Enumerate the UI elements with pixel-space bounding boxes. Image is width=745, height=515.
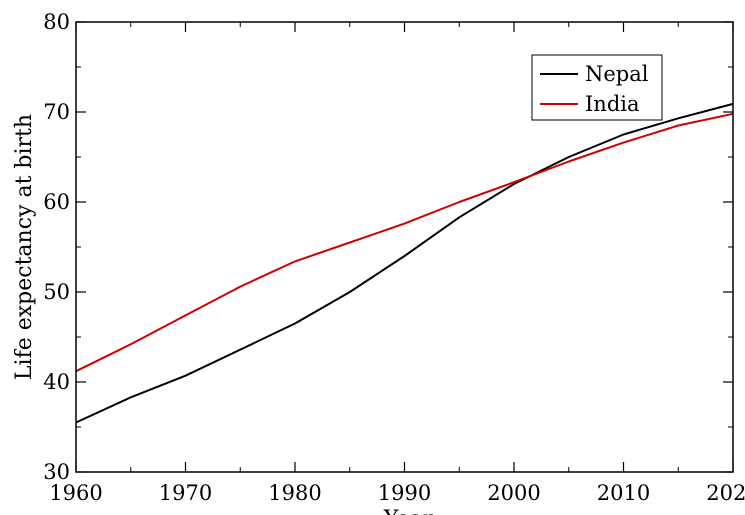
legend-entry-nepal: Nepal (585, 62, 649, 86)
series-lines (75, 102, 734, 424)
y-axis-label: Life expectancy at birth (12, 114, 37, 380)
series-line-nepal (75, 102, 734, 424)
y-tick-label: 80 (43, 10, 70, 34)
tick-labels: 1960 1970 1980 1990 2000 2010 2020 30 40 50 60 70 80 (43, 10, 745, 505)
y-tick-label: 30 (43, 460, 70, 484)
x-tick-label: 1960 (49, 481, 102, 505)
x-tick-label: 2000 (487, 481, 540, 505)
plot-frame (75, 21, 734, 473)
x-tick-label: 1990 (378, 481, 431, 505)
y-tick-label: 70 (43, 100, 70, 124)
series-line-india (75, 112, 734, 373)
x-tick-label: 2020 (706, 481, 745, 505)
x-tick-label: 2010 (597, 481, 650, 505)
x-axis-label: Year (383, 507, 434, 515)
y-tick-label: 60 (43, 190, 70, 214)
legend-entry-india: India (585, 92, 640, 116)
x-tick-label: 1970 (159, 481, 212, 505)
y-tick-label: 40 (43, 370, 70, 394)
legend: Nepal India (531, 54, 663, 121)
y-tick-label: 50 (43, 280, 70, 304)
x-tick-label: 1980 (268, 481, 321, 505)
legend-box (531, 54, 663, 121)
